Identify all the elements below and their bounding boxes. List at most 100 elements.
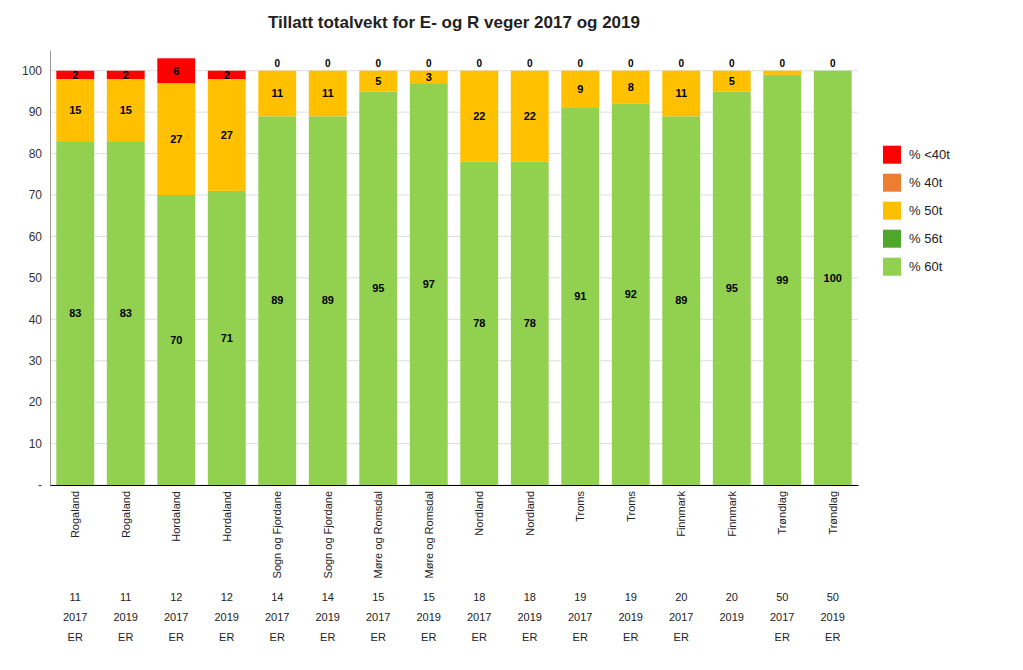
legend-swatch xyxy=(883,258,901,276)
bar xyxy=(208,191,246,485)
grid xyxy=(50,71,858,485)
bar xyxy=(56,141,94,485)
bar xyxy=(612,70,650,71)
data-label: 0 xyxy=(577,58,583,69)
bar xyxy=(309,70,347,71)
category-label: 2017 xyxy=(164,611,188,623)
bar xyxy=(410,71,448,83)
data-label: 0 xyxy=(527,58,533,69)
legend-label: % 50t xyxy=(909,203,943,218)
legend-swatch xyxy=(883,230,901,248)
bar xyxy=(258,70,296,71)
bar xyxy=(309,116,347,485)
bar xyxy=(56,79,94,141)
bar xyxy=(763,70,801,71)
bar xyxy=(814,70,852,71)
data-label: 0 xyxy=(729,58,735,69)
bar xyxy=(359,91,397,485)
data-label: 99 xyxy=(776,274,788,286)
y-tick: 10 xyxy=(29,437,50,451)
title: Tillatt totalvekt for E- og R veger 2017… xyxy=(268,13,640,32)
category-label: 19 xyxy=(625,591,637,603)
bar xyxy=(157,83,195,195)
category-label: ER xyxy=(68,631,83,643)
category-label: 2017 xyxy=(669,611,693,623)
data-label: 0 xyxy=(779,58,785,69)
category-label: Troms xyxy=(625,491,637,522)
legend-item: % 56t xyxy=(883,230,943,248)
y-tick-label: 70 xyxy=(29,188,43,202)
bar xyxy=(814,71,852,485)
bar xyxy=(511,70,549,71)
data-label: 2 xyxy=(123,69,129,81)
bar xyxy=(309,70,347,71)
bar xyxy=(359,70,397,71)
legend-item: % 50t xyxy=(883,202,943,220)
category-label: Hordaland xyxy=(170,491,182,542)
category-label: 2019 xyxy=(215,611,239,623)
bar xyxy=(662,71,700,117)
bar xyxy=(460,71,498,162)
legend-swatch xyxy=(883,174,901,192)
category-label: ER xyxy=(522,631,537,643)
y-tick-label: 60 xyxy=(29,230,43,244)
bar xyxy=(814,70,852,71)
y-tick: 100 xyxy=(22,64,50,78)
data-label: 78 xyxy=(473,317,485,329)
bar xyxy=(763,75,801,485)
data-label: 0 xyxy=(830,58,836,69)
bar xyxy=(258,116,296,485)
category-label: Nordland xyxy=(473,491,485,536)
data-label: 92 xyxy=(625,288,637,300)
data-label: 22 xyxy=(524,110,536,122)
category-label: Troms xyxy=(574,491,586,522)
data-label: 27 xyxy=(170,133,182,145)
data-label: 22 xyxy=(473,110,485,122)
data-label: 0 xyxy=(325,58,331,69)
category-labels: Rogaland112017ERRogaland112019ERHordalan… xyxy=(63,491,845,643)
category-label: 18 xyxy=(524,591,536,603)
y-tick: - xyxy=(38,478,50,492)
bar xyxy=(460,70,498,71)
data-label: 0 xyxy=(274,58,280,69)
legend-item: % <40t xyxy=(883,146,950,164)
category-label: Sogn og Fjordane xyxy=(271,491,283,578)
category-label: 2017 xyxy=(63,611,87,623)
data-label: 95 xyxy=(726,282,738,294)
bar xyxy=(309,71,347,117)
category-label: Finnmark xyxy=(675,491,687,537)
y-tick-label: 20 xyxy=(29,395,43,409)
data-label: 83 xyxy=(120,307,132,319)
chart: Tillatt totalvekt for E- og R veger 2017… xyxy=(0,0,1023,670)
bar xyxy=(814,70,852,71)
bar xyxy=(258,71,296,117)
category-label: 20 xyxy=(675,591,687,603)
bar xyxy=(713,91,751,485)
category-label: 14 xyxy=(322,591,334,603)
data-label: 89 xyxy=(322,294,334,306)
y-tick-label: 90 xyxy=(29,105,43,119)
data-label: 0 xyxy=(426,58,432,69)
bar xyxy=(561,108,599,485)
category-label: ER xyxy=(219,631,234,643)
category-label: 2017 xyxy=(467,611,491,623)
category-label: ER xyxy=(169,631,184,643)
bar xyxy=(511,162,549,485)
bar xyxy=(662,116,700,485)
category-label: ER xyxy=(825,631,840,643)
bar xyxy=(713,70,751,71)
data-label: 15 xyxy=(69,104,81,116)
category-label: 2019 xyxy=(417,611,441,623)
category-label: 2017 xyxy=(366,611,390,623)
category-label: 15 xyxy=(372,591,384,603)
y-tick: 40 xyxy=(29,313,50,327)
bar xyxy=(157,195,195,485)
legend-swatch xyxy=(883,146,901,164)
data-label: 6 xyxy=(173,65,179,77)
bar xyxy=(662,70,700,71)
series xyxy=(56,58,245,83)
category-label: Rogaland xyxy=(69,491,81,538)
data-label: 83 xyxy=(69,307,81,319)
category-label: 2019 xyxy=(114,611,138,623)
category-label: ER xyxy=(320,631,335,643)
